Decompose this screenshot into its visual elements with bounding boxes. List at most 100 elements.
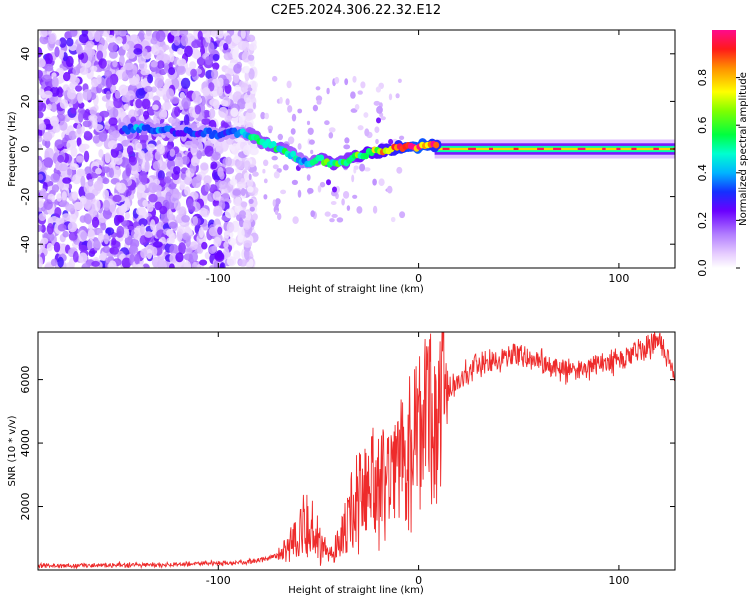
noise-speckle [357,90,363,95]
noise-speckle [38,173,44,181]
noise-speckle [67,88,76,100]
noise-speckle [75,85,83,92]
noise-speckle [98,130,108,142]
noise-speckle [137,108,144,116]
noise-speckle [211,30,219,38]
frequency-ridge [117,120,675,171]
noise-speckle [58,37,67,48]
noise-speckle [65,55,74,68]
noise-speckle [240,188,246,196]
noise-speckle [41,74,52,82]
spectrogram-panel: -100 0 100 -40 -20 0 20 40 Height of straight l… [7,29,676,295]
snr-y-label: SNR (10 * v/v) [7,415,18,486]
noise-speckle [186,198,194,210]
ridge-point [206,127,213,135]
colorbar-tick-label: 0.4 [696,164,709,182]
noise-speckle [82,120,92,128]
colorbar-label: Normalized spectral amplitude [738,72,749,226]
noise-speckle [213,236,222,248]
noise-speckle [121,94,131,103]
noise-speckle [386,185,393,194]
noise-speckle [150,86,157,93]
noise-speckle [310,210,316,218]
noise-speckle [183,253,193,261]
noise-speckle [87,229,95,241]
noise-speckle [183,114,190,126]
noise-speckle [192,216,199,226]
noise-speckle [92,118,98,130]
noise-speckle [89,209,98,217]
noise-speckle [277,133,283,141]
noise-speckle [230,107,239,118]
noise-speckle [363,167,371,172]
noise-speckle [104,152,111,164]
noise-speckle [185,247,193,254]
ridge-point [290,150,297,158]
noise-speckle [273,171,280,179]
noise-speckle [262,168,266,174]
noise-speckle [191,176,202,188]
noise-speckle [98,149,104,158]
noise-speckle [379,112,384,117]
noise-speckle [134,74,140,85]
noise-speckle [326,179,331,186]
noise-speckle [261,112,266,119]
noise-speckle [234,204,241,214]
noise-speckle [150,60,158,68]
noise-speckle [397,78,402,84]
noise-speckle [247,87,253,92]
noise-speckle [102,30,110,38]
noise-speckle [209,98,219,107]
noise-speckle [135,142,143,152]
noise-speckle [180,77,191,89]
noise-speckle [306,174,311,181]
noise-speckle [210,161,218,170]
noise-speckle [76,155,84,163]
noise-speckle [184,186,191,196]
noise-speckle [159,205,168,215]
noise-speckle [97,44,104,53]
noise-speckle [85,192,95,200]
noise-speckle [190,156,200,167]
noise-speckle [135,263,144,268]
ridge-peak [602,147,606,150]
noise-speckle [205,31,211,43]
noise-speckle [157,170,165,181]
noise-speckle [224,167,235,175]
noise-speckle [142,48,148,57]
noise-speckle [51,184,60,193]
noise-speckle [350,91,356,99]
noise-speckle [38,111,44,119]
noise-speckle [388,93,393,101]
snr-line [38,332,675,570]
noise-speckle [243,92,252,104]
noise-speckle [156,87,165,97]
noise-speckle [233,74,240,84]
noise-speckle [209,184,218,194]
noise-speckle [219,171,225,180]
noise-speckles [38,30,406,268]
noise-speckle [141,98,151,110]
noise-speckle [375,138,379,145]
noise-speckle [85,40,95,48]
noise-speckle [218,181,228,190]
noise-speckle [99,110,110,118]
noise-speckle [156,190,162,199]
noise-speckle [135,98,143,109]
noise-speckle [81,263,91,268]
noise-speckle [226,221,235,233]
noise-speckle [176,231,183,242]
noise-speckle [218,106,229,118]
ridge-point [270,141,277,148]
noise-speckle [79,195,87,205]
noise-speckle [102,199,111,211]
colorbar-tick-label: 0.8 [696,69,709,87]
noise-speckle [62,230,69,238]
noise-speckle [121,220,130,227]
spectrogram-y-label: Frequency (Hz) [7,111,18,187]
noise-speckle [38,88,45,96]
noise-speckle [353,165,359,170]
y-tick-label: 0 [19,146,32,153]
ridge-point [433,141,440,149]
noise-speckle [142,199,149,207]
